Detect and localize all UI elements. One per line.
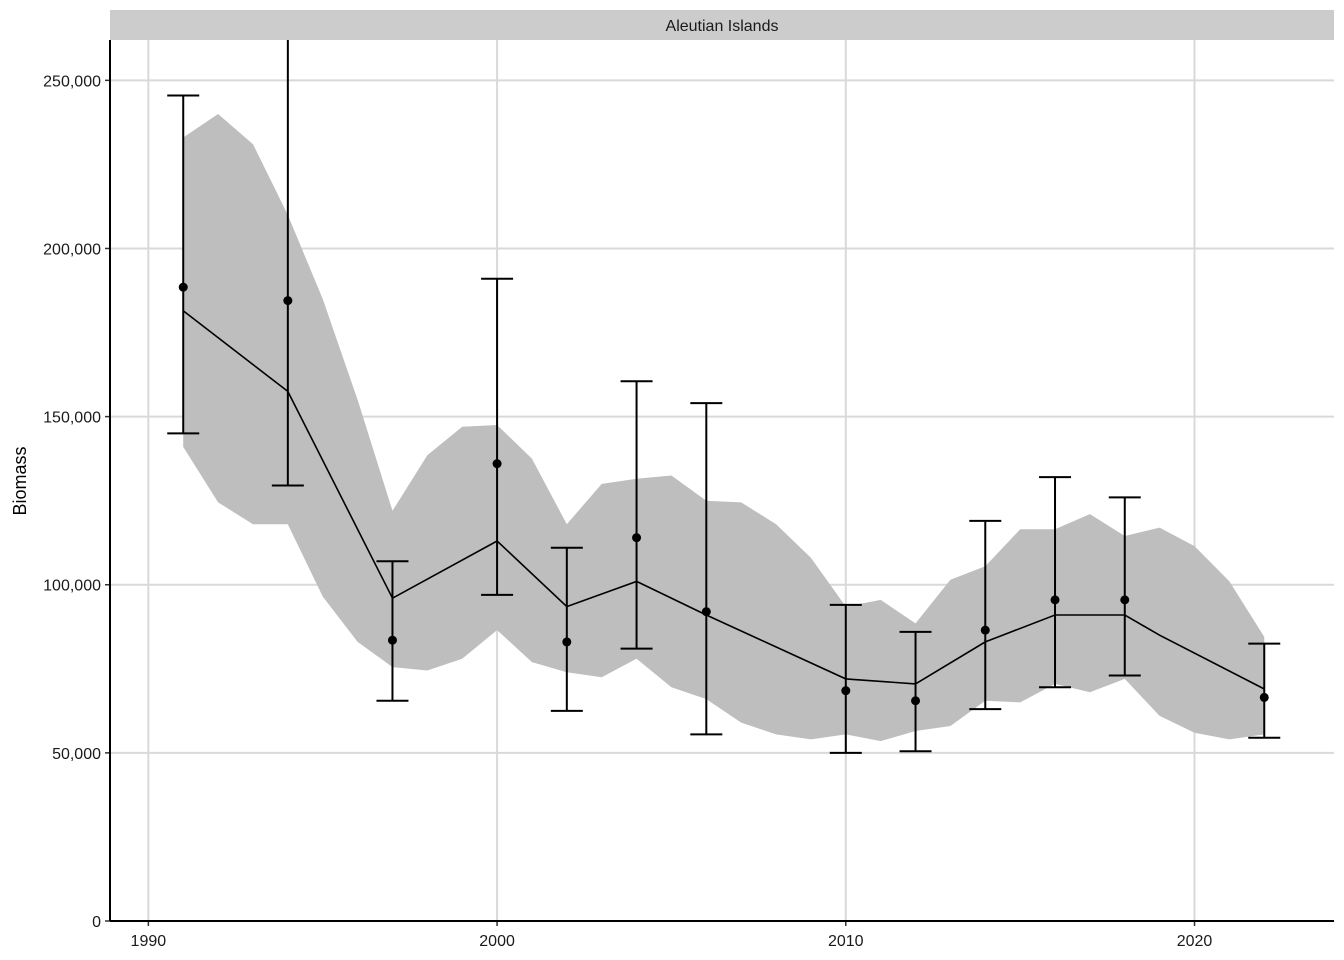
error-bar	[481, 277, 514, 596]
model-fit-line	[182, 310, 1265, 690]
error-bar	[620, 380, 653, 650]
y-tick-label: 50,000	[52, 746, 101, 763]
error-bar	[167, 94, 200, 435]
error-bar	[1108, 496, 1141, 677]
observation-point	[911, 696, 921, 706]
observation-point	[701, 607, 711, 617]
error-bar	[1039, 476, 1072, 689]
error-bar	[550, 546, 583, 712]
model-fit-line-layer	[182, 310, 1265, 690]
observation-points	[178, 282, 1269, 706]
x-tick-label: 1990	[131, 933, 167, 950]
y-tick-label: 0	[92, 914, 101, 931]
axes	[105, 40, 1334, 926]
error-bar	[271, 40, 304, 487]
error-bar	[899, 630, 932, 753]
x-tick-label: 2000	[479, 933, 515, 950]
error-bar	[969, 519, 1002, 711]
y-axis-title: Biomass	[10, 446, 30, 515]
observation-point	[841, 686, 851, 696]
y-tick-label: 100,000	[43, 578, 101, 595]
y-tick-label: 150,000	[43, 410, 101, 427]
error-bar	[690, 402, 723, 736]
y-tick-label: 200,000	[43, 241, 101, 258]
observation-point	[283, 296, 293, 306]
observation-point	[387, 635, 397, 645]
observation-point	[562, 637, 572, 647]
observation-point	[1259, 692, 1269, 702]
observation-point	[632, 533, 642, 543]
observation-point	[492, 459, 502, 469]
facet-strip-label: Aleutian Islands	[666, 18, 779, 35]
error-bar	[829, 603, 862, 754]
x-tick-label: 2020	[1177, 933, 1213, 950]
tick-labels: 0 50,000 100,000 150,000 200,000 250,000 1990 2…	[43, 73, 1212, 950]
error-bars	[167, 40, 1281, 754]
strip-background	[110, 10, 1334, 40]
observation-point	[980, 625, 990, 635]
error-bar	[376, 560, 409, 702]
error-bar	[1248, 642, 1281, 739]
observation-point	[1050, 595, 1060, 605]
y-tick-label: 250,000	[43, 73, 101, 90]
confidence-ribbon	[183, 114, 1265, 742]
observation-point	[1120, 595, 1130, 605]
observation-point	[178, 282, 188, 292]
x-tick-label: 2010	[828, 933, 864, 950]
confidence-ribbon-layer	[183, 114, 1265, 742]
